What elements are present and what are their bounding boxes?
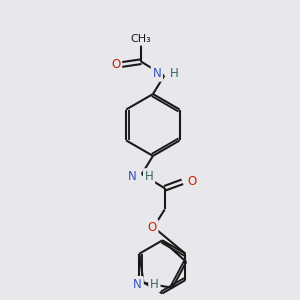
Text: N: N	[152, 67, 161, 80]
Text: CH₃: CH₃	[131, 34, 152, 44]
Text: O: O	[111, 58, 121, 71]
Text: H: H	[169, 67, 178, 80]
Text: O: O	[147, 220, 157, 234]
Text: N: N	[128, 170, 136, 183]
Text: H: H	[150, 278, 159, 291]
Text: O: O	[188, 175, 197, 188]
Text: N: N	[133, 278, 142, 291]
Text: H: H	[145, 170, 153, 183]
